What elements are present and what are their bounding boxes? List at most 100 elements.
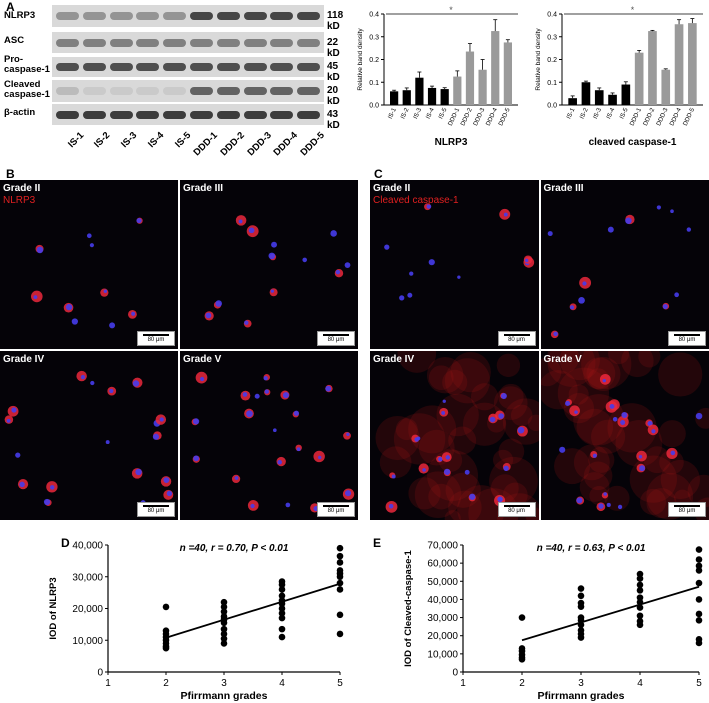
blot-band (190, 110, 213, 119)
nlrp3-iod-scatter: 0 10,000 20,000 30,000 40,000 1 2 3 4 5 Pfirrmann … (48, 541, 344, 702)
data-point (278, 605, 286, 612)
x-axis-label: Pfirrmann grades (538, 690, 625, 702)
blot-row-label: Pro-caspase-1 (4, 55, 50, 75)
blot-lane-label: IS-4 (146, 130, 167, 151)
x-tick-label: IS-2 (399, 106, 410, 120)
stain-label: NLRP3 (3, 195, 36, 206)
background-stain (607, 351, 629, 365)
y-axis-label: Relative band density (357, 28, 364, 91)
data-point (220, 635, 228, 642)
cell-nucleus (662, 303, 668, 310)
y-tick-label: 0.2 (369, 57, 379, 64)
scale-bar-label: 80 μm (147, 508, 165, 514)
background-stain (687, 474, 709, 508)
data-point (636, 612, 644, 620)
cell-nucleus (443, 468, 451, 475)
blot-row-label-line: β-actin (4, 107, 36, 118)
scale-bar-line (503, 334, 530, 336)
blot-band (297, 87, 321, 95)
y-tick-label: 70,000 (427, 541, 458, 552)
blot-kd-label: 45 kD (327, 61, 340, 83)
scale-bar-label: 80 μm (508, 508, 525, 514)
grade-label: Grade V (543, 354, 582, 365)
cell-nucleus (254, 393, 260, 399)
cell-nucleus (318, 455, 322, 460)
blot-band (136, 87, 160, 95)
y-tick-label: 0.1 (369, 80, 379, 87)
x-tick-label: 4 (279, 678, 285, 689)
cell-nucleus (607, 226, 614, 233)
scale-bar: 80 μm (317, 502, 355, 517)
background-stain (580, 351, 631, 389)
scale-bar-label: 80 μm (678, 337, 696, 343)
scale-bar-label: 80 μm (327, 337, 345, 343)
significance-marker: * (631, 5, 635, 15)
background-stain (470, 383, 499, 411)
background-stain (490, 474, 519, 503)
y-tick-label: 20,000 (427, 631, 458, 642)
cell-nucleus (89, 243, 94, 248)
blot-lane-label: DDD-2 (218, 130, 247, 159)
cell-nucleus (581, 281, 587, 286)
cell-nucleus (592, 453, 597, 458)
bar (427, 87, 437, 105)
cell-nucleus (199, 376, 205, 382)
blot-band (163, 110, 187, 119)
cell-nucleus (686, 227, 691, 232)
cell-nucleus (103, 289, 108, 293)
cell-nucleus (673, 292, 679, 298)
cell-nucleus (624, 217, 632, 224)
panel-e-letter: E (373, 536, 382, 550)
blot-lane-label: DDD-4 (271, 130, 301, 159)
nlrp3-density-chart: 0.0 0.1 0.2 0.3 0.4 Relative band density * IS-… (357, 5, 518, 148)
blot-band (297, 63, 321, 71)
x-tick-label: 3 (221, 678, 227, 689)
blot-band (297, 110, 321, 119)
data-point (695, 567, 703, 574)
bar (568, 98, 577, 105)
cell-nucleus (564, 400, 570, 407)
cell-nucleus (43, 498, 51, 506)
bar (491, 31, 500, 105)
data-point (577, 634, 585, 641)
scale-bar-label: 80 μm (327, 508, 345, 514)
background-stain (397, 351, 437, 373)
background-stain (510, 404, 533, 427)
background-stain (462, 402, 507, 446)
y-tick-label: 0.0 (547, 103, 557, 110)
data-point (336, 630, 344, 638)
data-point (278, 609, 286, 617)
x-tick-label: 5 (337, 678, 343, 689)
data-point (220, 598, 228, 606)
background-stain (379, 446, 412, 479)
data-point (220, 603, 228, 611)
blot-row-label-line: caspase-1 (4, 89, 50, 100)
data-point (336, 573, 344, 581)
x-tick-label: IS-2 (579, 106, 590, 120)
blot-band (297, 38, 321, 47)
data-point (577, 585, 585, 592)
scale-bar: 80 μm (137, 331, 175, 346)
bar (402, 90, 411, 105)
blot-band (243, 38, 267, 47)
data-point (636, 621, 644, 629)
cell-nucleus (71, 318, 78, 325)
blot-band (109, 38, 133, 47)
data-point (220, 608, 228, 615)
y-tick-label: 50,000 (427, 577, 458, 588)
cell-nucleus (524, 258, 529, 263)
data-point (162, 644, 170, 652)
data-point (278, 625, 286, 633)
background-stain (502, 482, 528, 508)
cell-nucleus (166, 490, 173, 497)
blot-lane-label: DDD-3 (245, 130, 274, 159)
blot-row-label: ASC (4, 36, 24, 46)
data-point (278, 586, 286, 593)
background-stain (575, 408, 613, 446)
scale-bar: 80 μm (497, 502, 536, 517)
x-tick-label: IS-4 (425, 106, 436, 120)
cell-nucleus (573, 410, 578, 414)
blot-row-label: β-actin (4, 108, 35, 118)
cell-nucleus (409, 271, 414, 276)
background-stain (375, 415, 420, 461)
